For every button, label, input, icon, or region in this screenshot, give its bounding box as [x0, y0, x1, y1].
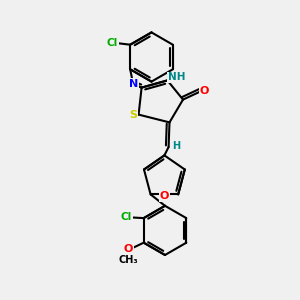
Text: O: O — [123, 244, 133, 254]
Text: N: N — [129, 79, 138, 89]
Text: S: S — [129, 110, 137, 120]
Text: Cl: Cl — [121, 212, 132, 223]
Text: O: O — [160, 191, 169, 201]
Text: O: O — [200, 85, 209, 96]
Text: NH: NH — [168, 72, 185, 82]
Text: H: H — [172, 141, 180, 152]
Text: Cl: Cl — [106, 38, 118, 48]
Text: CH₃: CH₃ — [118, 255, 138, 265]
